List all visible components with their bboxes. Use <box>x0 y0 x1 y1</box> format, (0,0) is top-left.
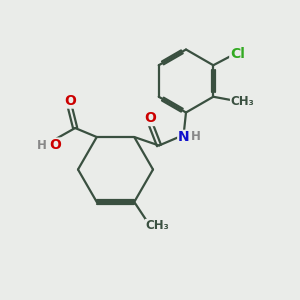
Text: H: H <box>191 130 201 143</box>
Text: O: O <box>144 112 156 125</box>
Text: O: O <box>64 94 76 108</box>
Text: O: O <box>49 138 61 152</box>
Text: N: N <box>178 130 189 144</box>
Text: Cl: Cl <box>230 47 245 61</box>
Text: CH₃: CH₃ <box>230 95 254 108</box>
Text: H: H <box>37 139 47 152</box>
Text: CH₃: CH₃ <box>146 220 169 232</box>
